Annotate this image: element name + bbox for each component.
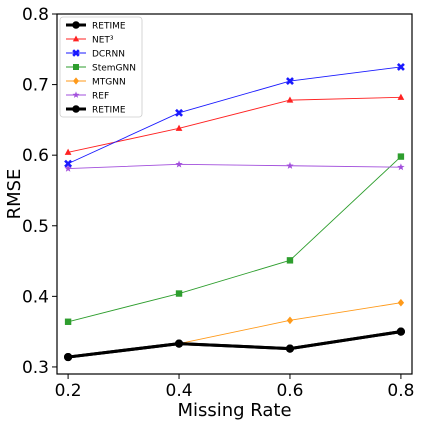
data-point: [64, 159, 73, 168]
legend-marker: [73, 77, 79, 85]
legend-label: RETIME: [92, 22, 126, 32]
legend-box: [59, 16, 143, 118]
legend-item: NET³: [66, 36, 114, 46]
data-point: [175, 108, 183, 117]
data-point: [63, 352, 73, 362]
y-tick-label: 0.7: [22, 76, 49, 96]
x-axis: 0.2 0.4 0.6 0.8: [55, 374, 414, 401]
series-1: [64, 93, 405, 155]
x-axis-label: Missing Rate: [177, 400, 291, 421]
legend-marker-stroke-b: [72, 49, 80, 57]
legend-label: MTGNN: [92, 78, 126, 88]
legend-marker: [72, 49, 80, 57]
data-point: [397, 153, 405, 160]
y-tick-label: 0.5: [22, 217, 49, 237]
data-point-stroke-b: [396, 62, 405, 71]
legend-item: StemGNN: [66, 64, 136, 74]
legend-marker: [72, 35, 80, 42]
y-tick-label: 0.4: [22, 287, 49, 307]
data-point: [397, 93, 405, 100]
series-2: [64, 62, 405, 168]
data-point: [286, 161, 294, 169]
legend-marker: [72, 21, 80, 29]
series-line: [67, 66, 401, 165]
legend-marker: [73, 64, 79, 70]
series-line: [68, 302, 401, 358]
y-axis: 0.3 0.4 0.5 0.6 0.7 0.8: [22, 5, 57, 378]
data-point: [285, 344, 295, 353]
data-point: [64, 164, 72, 172]
legend-label: REF: [92, 92, 109, 102]
y-tick-label: 0.3: [22, 358, 49, 378]
legend-marker: [72, 105, 80, 113]
x-tick-label: 0.6: [276, 381, 303, 401]
data-point: [286, 316, 294, 325]
series-line: [67, 96, 401, 153]
legend-label: NET³: [92, 36, 114, 46]
y-tick-label: 0.8: [22, 5, 49, 25]
series-0: [63, 327, 406, 362]
legend-label: DCRNN: [92, 50, 125, 60]
series-line: [67, 330, 402, 359]
data-point: [175, 124, 183, 131]
data-point: [174, 339, 184, 348]
y-tick-label: 0.6: [22, 146, 49, 166]
data-point: [64, 148, 72, 155]
data-point: [397, 163, 405, 171]
x-tick-label: 0.4: [166, 381, 193, 401]
data-point: [175, 290, 183, 297]
legend: RETIME NET³ DCRNN StemGNN MTGNN REF RETIME: [59, 16, 143, 118]
data-point-stroke-b: [286, 77, 294, 86]
data-point: [175, 160, 183, 168]
series-line: [67, 156, 402, 323]
data-point: [396, 62, 405, 71]
data-point: [64, 318, 72, 325]
legend-item: REF: [66, 91, 109, 102]
legend-marker: [72, 91, 80, 98]
x-tick-label: 0.2: [55, 381, 82, 401]
data-point: [397, 298, 405, 307]
series-line: [67, 330, 402, 359]
legend-label: StemGNN: [92, 64, 136, 74]
legend-item: MTGNN: [66, 77, 126, 88]
data-point: [286, 77, 294, 86]
data-point-stroke-b: [175, 108, 183, 117]
data-point: [286, 257, 294, 264]
data-point: [396, 327, 406, 336]
y-axis-label: RMSE: [4, 169, 25, 220]
series-5: [64, 160, 405, 172]
legend-item: RETIME: [66, 105, 126, 116]
series-6: [63, 327, 406, 362]
data-point-stroke-b: [64, 159, 73, 168]
legend-item: RETIME: [66, 21, 126, 32]
series-3: [64, 153, 405, 325]
plot-frame: [56, 13, 413, 375]
x-tick-label: 0.8: [387, 381, 414, 401]
legend-item: DCRNN: [66, 49, 125, 60]
series-line: [68, 163, 401, 170]
data-point: [286, 96, 294, 103]
legend-label: RETIME: [92, 106, 126, 116]
